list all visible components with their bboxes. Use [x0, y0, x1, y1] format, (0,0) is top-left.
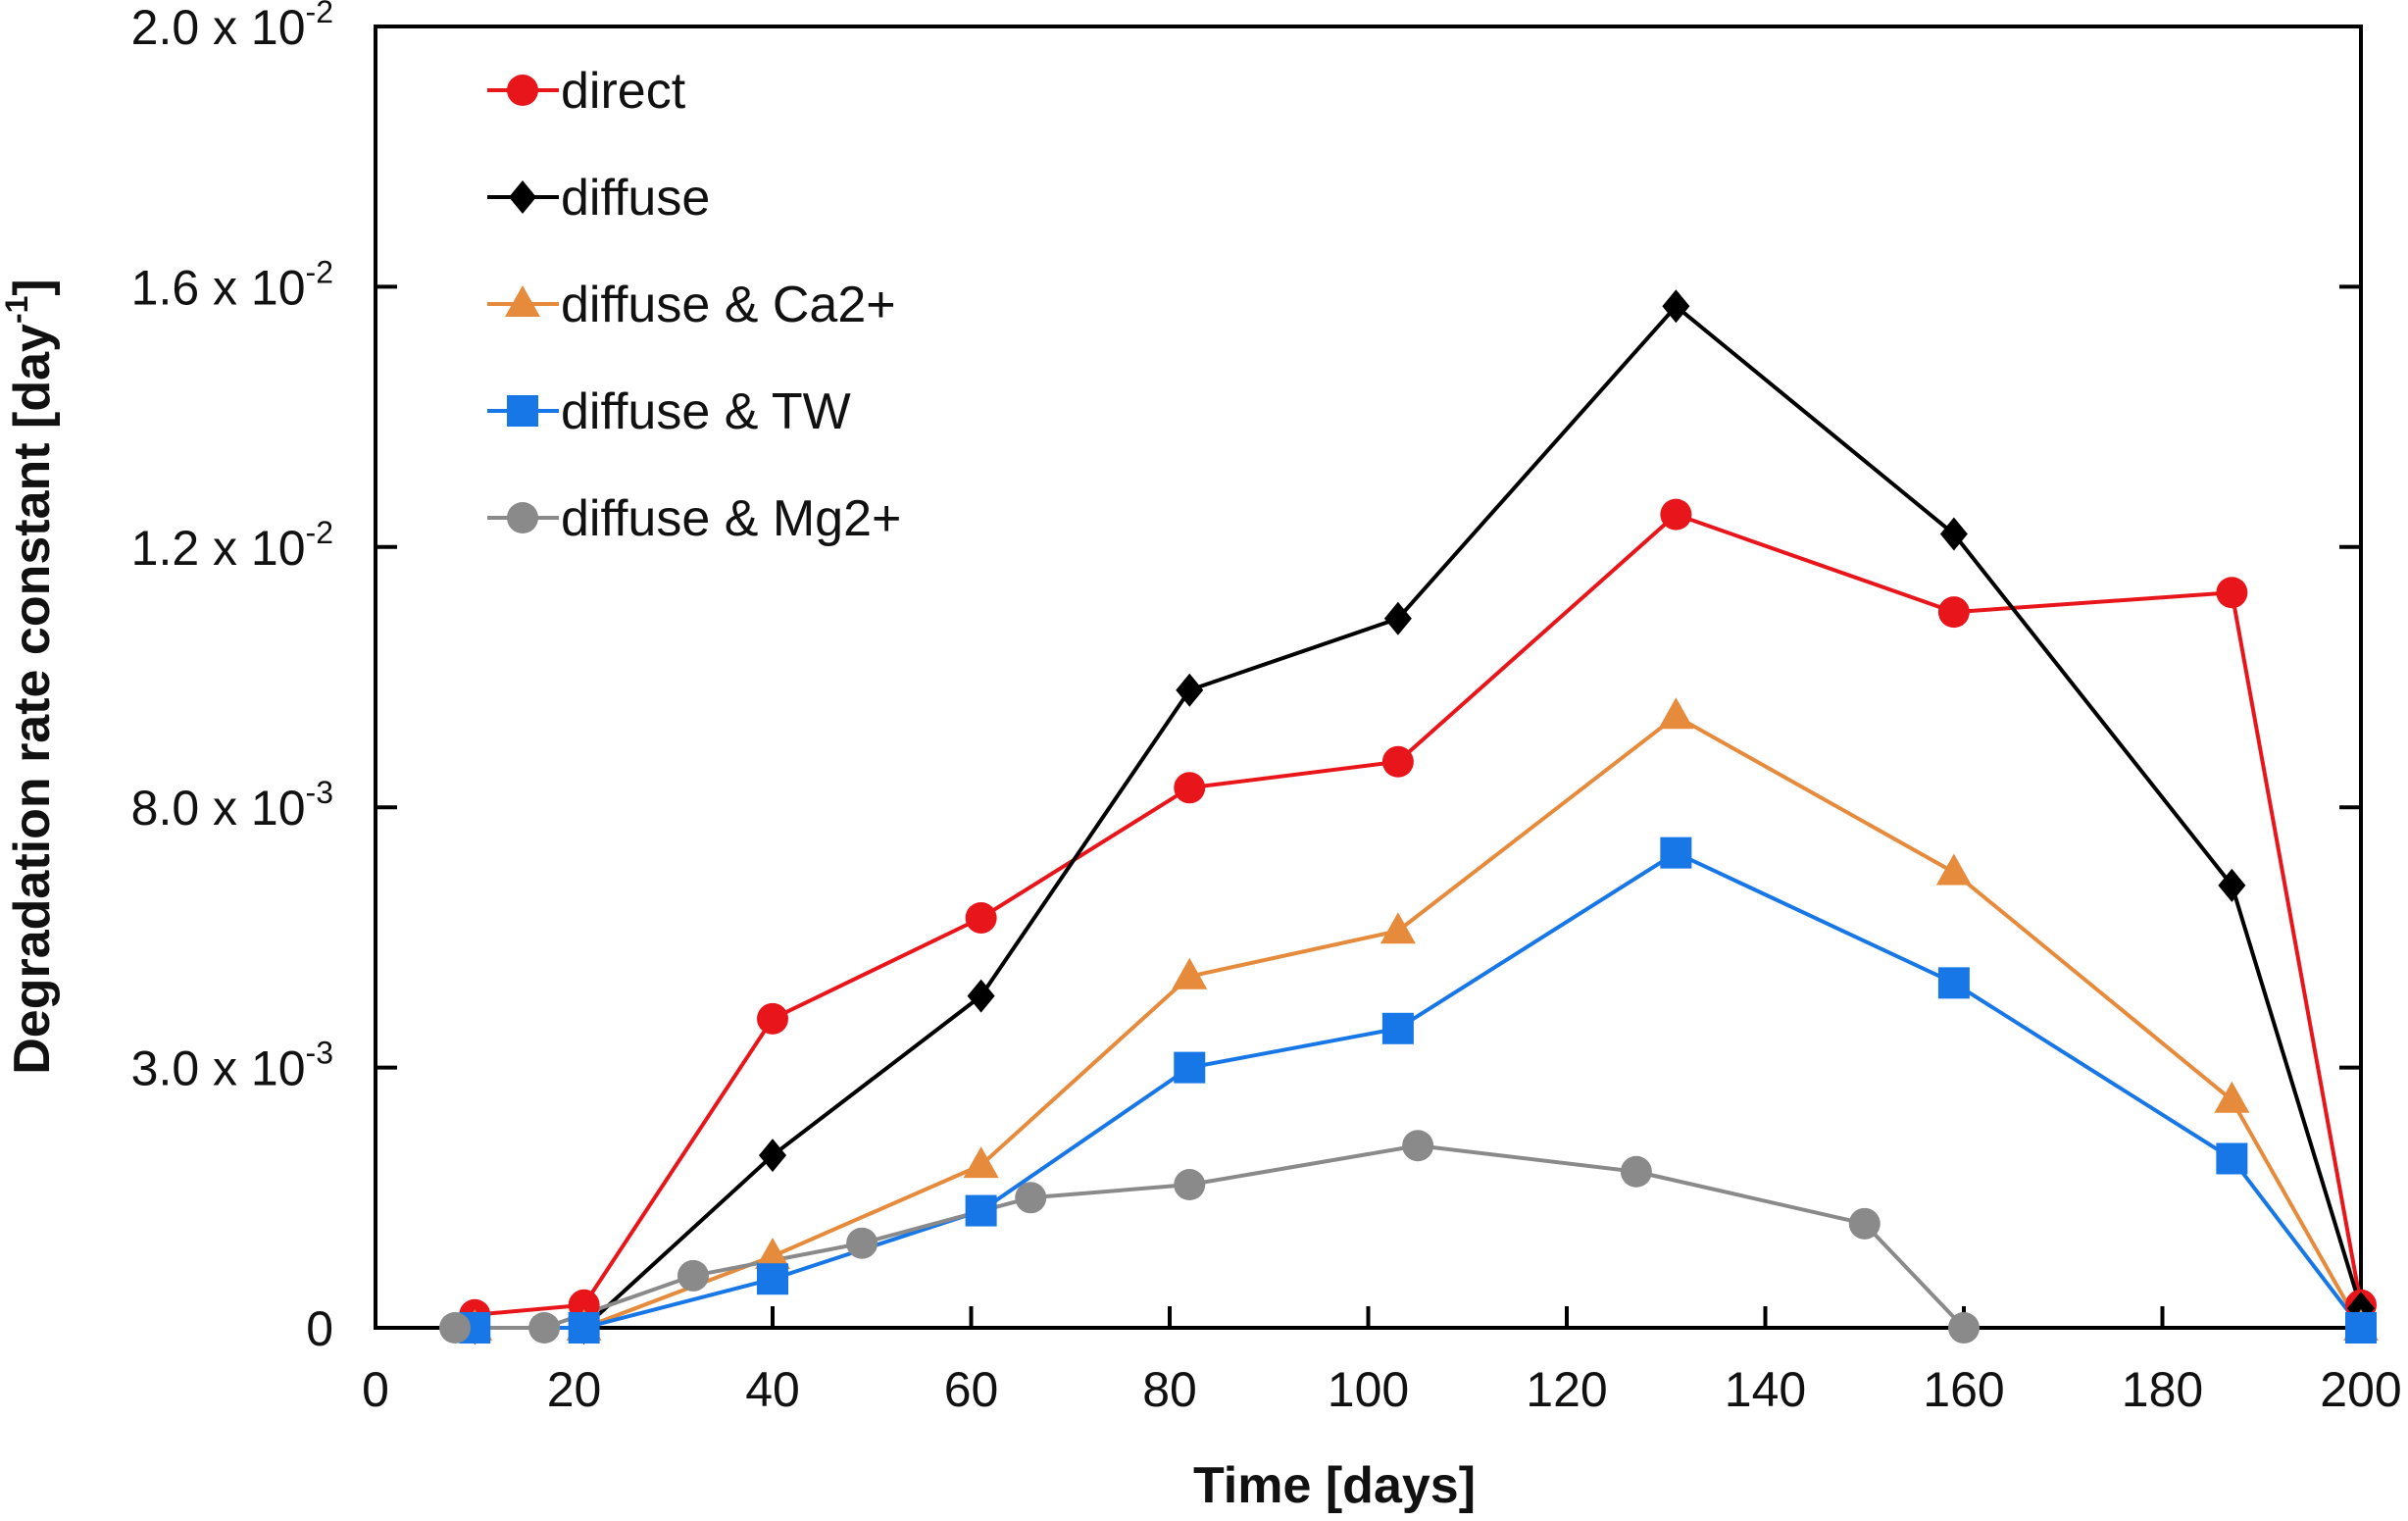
legend-label-diffuse: diffuse	[561, 170, 710, 227]
data-point-diffuse-ca2	[1935, 853, 1972, 886]
y-tick-label: 3.0 x 10-3	[131, 1036, 333, 1096]
x-tick-label: 100	[1328, 1362, 1409, 1417]
data-point-diffuse	[759, 1139, 786, 1173]
data-point-diffuse-mg2	[1015, 1182, 1047, 1214]
series-markers	[439, 289, 2379, 1344]
legend-marker-direct	[507, 75, 538, 106]
y-tick-label-base: 8.0 x 10	[131, 781, 306, 836]
data-point-diffuse	[1383, 601, 1412, 635]
series-line-diffuse-tw	[475, 850, 2363, 1330]
x-tick-label: 120	[1526, 1362, 1607, 1417]
y-axis-title: Degradation rate constant [day-1]	[0, 279, 61, 1075]
y-tick-label-exp: -3	[306, 775, 333, 810]
y-tick-label-base: 1.2 x 10	[131, 521, 306, 576]
y-tick-label: 0	[306, 1301, 333, 1356]
data-point-diffuse-mg2	[1848, 1207, 1881, 1240]
data-point-diffuse-ca2	[1380, 912, 1416, 944]
data-point-diffuse-mg2	[528, 1312, 561, 1344]
data-point-diffuse-tw	[2345, 1312, 2377, 1344]
legend-marker-diffuse-ca2	[505, 285, 540, 317]
legend-marker-diffuse	[509, 180, 536, 214]
series-line-diffuse-mg2	[455, 1143, 1966, 1330]
y-tick-label-base: 2.0 x 10	[131, 0, 306, 55]
data-point-diffuse	[1939, 517, 1968, 551]
legend: direct diffuse diffuse & Ca2+ diffuse & TW d…	[487, 63, 901, 547]
x-axis: 0 20 40 60 80 100 120 140 160 180 200	[362, 1306, 2402, 1417]
x-tick-label: 0	[362, 1362, 389, 1417]
data-point-direct	[757, 1002, 788, 1035]
data-point-direct	[2216, 577, 2248, 609]
x-tick-label: 80	[1142, 1362, 1197, 1417]
legend-marker-diffuse-mg2	[507, 502, 538, 533]
data-point-direct	[1660, 498, 1692, 531]
series-lines	[455, 304, 2363, 1330]
data-point-diffuse-tw	[2216, 1142, 2248, 1175]
data-point-diffuse-ca2	[1172, 957, 1208, 989]
y-tick-label: 2.0 x 10-2	[131, 0, 333, 55]
data-point-diffuse-ca2	[755, 1238, 790, 1270]
data-point-diffuse	[967, 979, 995, 1013]
legend-label-diffuse-mg2: diffuse & Mg2+	[561, 490, 901, 547]
data-point-diffuse-mg2	[1174, 1169, 1206, 1201]
y-tick-label-exp: -3	[306, 1036, 333, 1071]
x-tick-label: 180	[2122, 1362, 2203, 1417]
data-point-diffuse	[1176, 673, 1204, 707]
series-line-diffuse	[475, 304, 2363, 1330]
x-tick-label: 140	[1725, 1362, 1806, 1417]
y-tick-label: 1.2 x 10-2	[131, 515, 333, 576]
data-point-diffuse-tw	[1937, 967, 1970, 999]
data-point-diffuse-ca2	[963, 1146, 999, 1179]
series-line-diffuse-ca2	[475, 714, 2363, 1330]
x-axis-title: Time [days]	[1193, 1457, 1476, 1514]
y-axis-title-main: Degradation rate constant [day	[4, 324, 61, 1075]
x-tick-label: 20	[547, 1362, 602, 1417]
x-tick-label: 40	[745, 1362, 800, 1417]
data-point-diffuse-mg2	[439, 1312, 471, 1344]
legend-label-direct: direct	[561, 63, 686, 120]
data-point-diffuse-ca2	[1658, 697, 1694, 730]
data-point-diffuse	[1662, 289, 1690, 324]
data-point-diffuse-tw	[1660, 837, 1692, 869]
y-tick-label-base: 1.6 x 10	[131, 260, 306, 315]
data-point-diffuse-tw	[965, 1194, 997, 1227]
data-point-diffuse-tw	[757, 1263, 788, 1295]
y-axis-title-sup: -1	[0, 296, 34, 324]
data-point-direct	[1174, 772, 1206, 804]
x-tick-label: 60	[944, 1362, 999, 1417]
y-axis-title-end: ]	[4, 279, 61, 295]
data-point-diffuse-tw	[1381, 1012, 1414, 1044]
data-point-diffuse-tw	[568, 1312, 600, 1344]
data-point-diffuse-mg2	[677, 1259, 709, 1292]
data-point-diffuse	[2218, 868, 2246, 902]
y-tick-label-base: 3.0 x 10	[131, 1041, 306, 1096]
legend-marker-diffuse-tw	[507, 395, 538, 427]
legend-label-diffuse-ca2: diffuse & Ca2+	[561, 277, 896, 333]
data-point-diffuse-ca2	[2214, 1081, 2250, 1113]
y-tick-label-exp: -2	[306, 0, 333, 29]
series-line-direct	[475, 512, 2363, 1317]
x-tick-label: 160	[1923, 1362, 2004, 1417]
data-point-direct	[965, 901, 997, 934]
y-tick-label-exp: -2	[306, 254, 333, 289]
legend-label-diffuse-tw: diffuse & TW	[561, 383, 851, 440]
data-point-diffuse-mg2	[846, 1227, 878, 1259]
data-point-diffuse-mg2	[1620, 1155, 1652, 1188]
data-point-direct	[1937, 596, 1970, 629]
y-tick-label-base: 0	[306, 1301, 333, 1356]
data-point-direct	[1381, 745, 1414, 778]
y-tick-label: 1.6 x 10-2	[131, 254, 333, 315]
x-tick-label: 200	[2320, 1362, 2401, 1417]
y-axis: 03.0 x 10-38.0 x 10-31.2 x 10-21.6 x 10-…	[131, 0, 2361, 1356]
y-tick-label: 8.0 x 10-3	[131, 775, 333, 836]
data-point-diffuse-mg2	[1402, 1130, 1434, 1162]
y-tick-label-exp: -2	[306, 515, 333, 550]
data-point-diffuse-tw	[1174, 1051, 1206, 1084]
data-point-diffuse-mg2	[1948, 1312, 1980, 1344]
